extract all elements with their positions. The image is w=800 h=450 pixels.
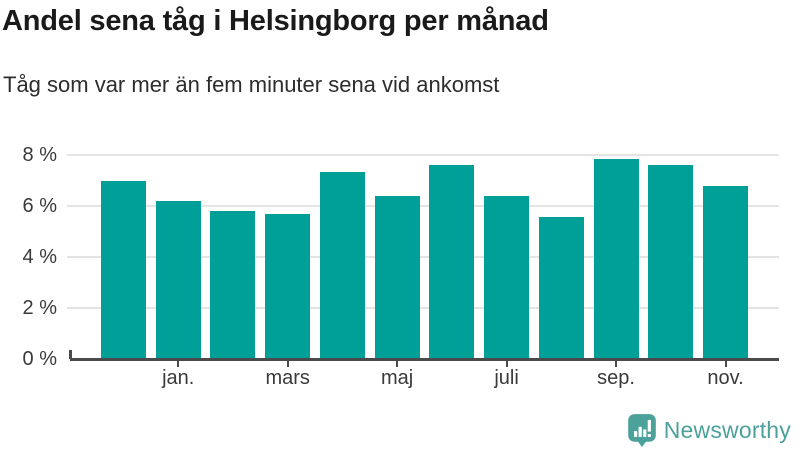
x-tick — [177, 361, 180, 367]
x-tick-label: mars — [265, 367, 310, 389]
x-tick-label: nov. — [707, 367, 744, 389]
x-tick-label: juli — [494, 367, 519, 389]
bar-juni — [429, 165, 475, 359]
y-tick-label: 2 % — [22, 297, 57, 319]
gridline-4 — [67, 256, 779, 258]
y-axis-labels: 0 % 2 % 4 % 6 % 8 % — [0, 144, 57, 370]
bar-dec — [101, 180, 146, 359]
y-tick-label: 4 % — [22, 246, 57, 268]
y-tick-label: 8 % — [22, 144, 57, 166]
bar-juli — [484, 195, 530, 359]
plot-area — [67, 154, 779, 359]
bar-feb — [210, 211, 256, 359]
page-subtitle: Tåg som var mer än fem minuter sena vid … — [3, 72, 500, 97]
bar-maj — [374, 195, 420, 359]
y-tick-label: 6 % — [22, 195, 57, 217]
bar-jan — [155, 200, 201, 359]
x-tick — [396, 361, 399, 367]
x-tick-label: jan. — [162, 367, 195, 389]
bar-okt — [648, 165, 694, 359]
newsworthy-logo-icon — [627, 414, 656, 447]
bar-apr — [319, 171, 365, 359]
gridline-6 — [67, 205, 779, 207]
bar-aug — [538, 217, 584, 359]
x-tick — [286, 361, 289, 367]
gridline-8 — [67, 154, 779, 156]
x-axis: jan. mars maj juli sep. nov. — [70, 359, 779, 399]
bar-mars — [265, 213, 311, 359]
bar-sep — [593, 158, 639, 359]
x-axis-line — [70, 358, 779, 361]
x-tick — [615, 361, 618, 367]
gridline-2 — [67, 307, 779, 309]
page-title: Andel sena tåg i Helsingborg per månad — [2, 5, 549, 37]
x-tick-label: maj — [381, 367, 414, 389]
x-tick — [724, 361, 727, 367]
newsworthy-logo[interactable]: Newsworthy — [627, 413, 791, 447]
bar-nov — [703, 185, 748, 359]
y-tick-label: 0 % — [22, 348, 57, 370]
x-tick-label: sep. — [597, 367, 635, 389]
axis-origin-tick — [69, 350, 72, 359]
x-tick — [505, 361, 508, 367]
newsworthy-brand-text: Newsworthy — [663, 416, 791, 443]
